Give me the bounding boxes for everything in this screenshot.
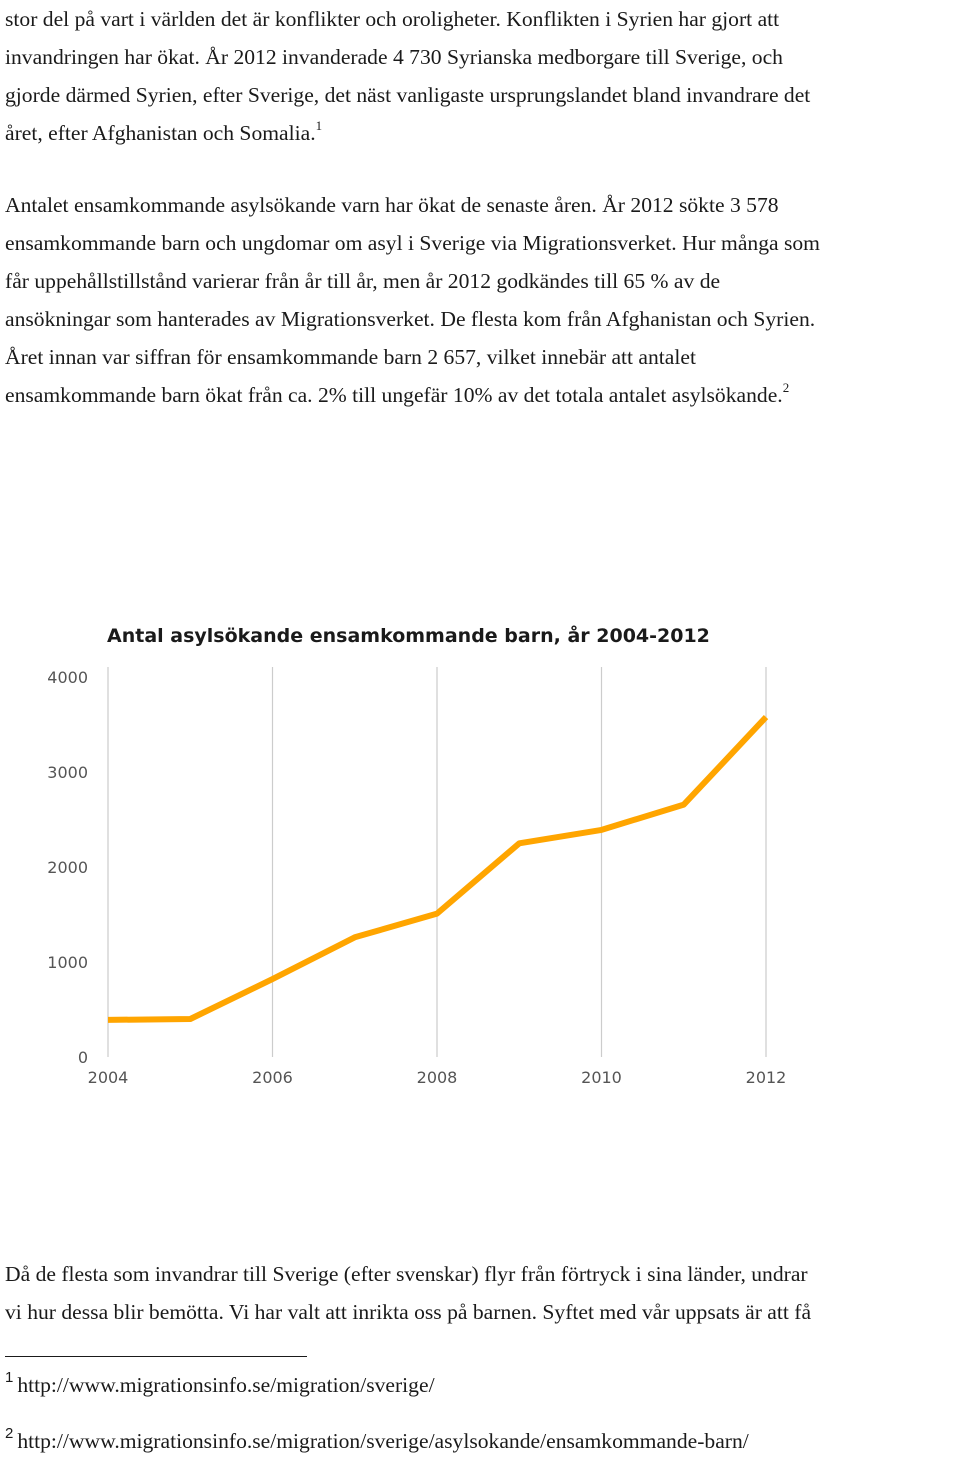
footnote-1: 1 http://www.migrationsinfo.se/migration/… [5, 1369, 435, 1403]
y-tick-label: 0 [78, 1048, 88, 1067]
chart-svg: Antal asylsökande ensamkommande barn, år… [47, 623, 786, 1087]
chart-title: Antal asylsökande ensamkommande barn, år… [107, 623, 710, 647]
footnote-link-text: http://www.migrationsinfo.se/migration/s… [17, 1373, 435, 1397]
x-tick-label: 2012 [746, 1068, 787, 1087]
series-layer [107, 715, 769, 1023]
x-tick-label: 2004 [88, 1068, 129, 1087]
line-chart: Antal asylsökande ensamkommande barn, år… [0, 600, 960, 1110]
footnote-2: 2 http://www.migrationsinfo.se/migration/… [5, 1425, 749, 1459]
footnote-divider [5, 1356, 307, 1357]
paragraph-syria-immigration: stor del på vart i världen det är konfli… [5, 0, 960, 152]
x-tick-label: 2006 [252, 1068, 293, 1087]
y-tick-label: 2000 [47, 858, 88, 877]
paragraph-text: Antalet ensamkommande asylsökande varn h… [5, 193, 820, 407]
y-tick-label: 1000 [47, 953, 88, 972]
axis-ticks: 2004 2006 2008 2010 2012 0 1000 2000 3000 4000 [47, 668, 786, 1087]
y-tick-label: 3000 [47, 763, 88, 782]
footnote-link-text: http://www.migrationsinfo.se/migration/s… [17, 1429, 749, 1453]
paragraph-text: stor del på vart i världen det är konfli… [5, 7, 811, 145]
paragraph-unaccompanied-children: Antalet ensamkommande asylsökande varn h… [5, 186, 960, 414]
y-tick-label: 4000 [47, 668, 88, 687]
grid-lines [107, 667, 767, 1057]
series-line [107, 715, 769, 1023]
x-tick-label: 2010 [581, 1068, 622, 1087]
footnote-number: 1 [5, 1369, 14, 1386]
paragraph-purpose: Då de flesta som invandrar till Sverige … [5, 1255, 960, 1331]
footnote-number: 2 [5, 1425, 14, 1442]
footnote-ref-2: 2 [782, 379, 790, 395]
paragraph-text: Då de flesta som invandrar till Sverige … [5, 1262, 812, 1324]
footnote-ref-1: 1 [315, 117, 323, 133]
x-tick-label: 2008 [417, 1068, 458, 1087]
